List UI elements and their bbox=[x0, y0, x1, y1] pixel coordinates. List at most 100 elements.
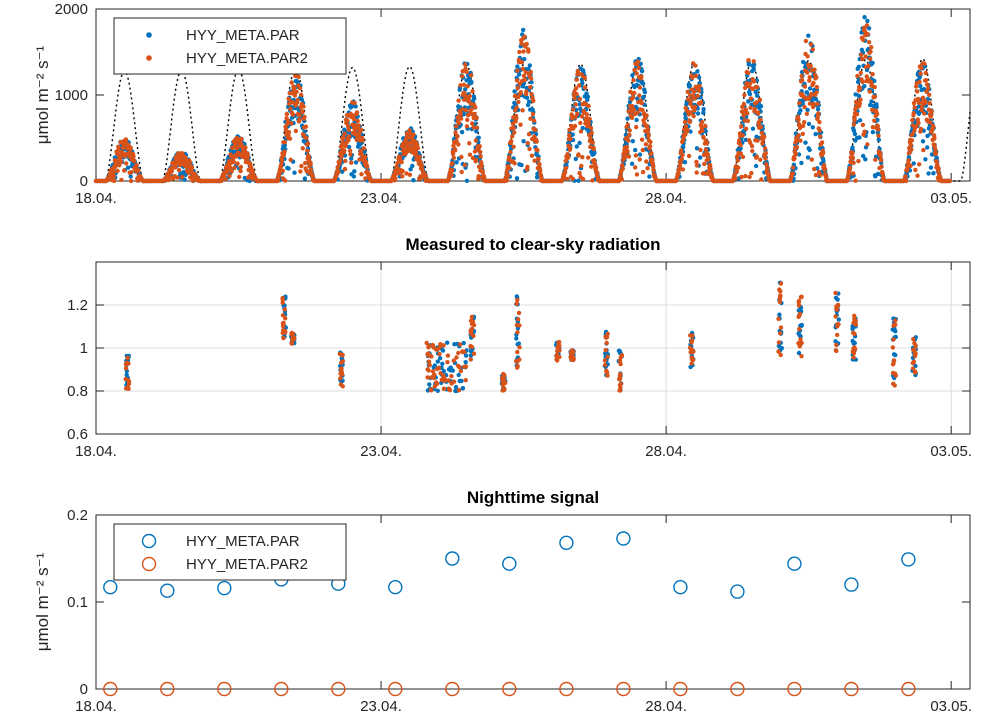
data-point bbox=[410, 163, 415, 169]
data-point bbox=[603, 348, 608, 353]
data-point bbox=[331, 681, 346, 697]
data-point bbox=[459, 169, 464, 175]
data-point bbox=[352, 100, 357, 106]
data-point bbox=[633, 147, 638, 153]
x-tick-label: 28.04. bbox=[645, 698, 687, 715]
data-point bbox=[814, 84, 820, 90]
data-point bbox=[227, 173, 232, 179]
data-point bbox=[856, 64, 861, 70]
data-point bbox=[441, 378, 446, 383]
data-point bbox=[300, 146, 305, 151]
data-point bbox=[695, 111, 701, 116]
data-point bbox=[691, 113, 696, 119]
data-point bbox=[853, 178, 858, 183]
data-point bbox=[342, 131, 347, 136]
data-point bbox=[634, 71, 639, 76]
y-tick-label: 0.8 bbox=[67, 383, 88, 400]
data-point bbox=[869, 45, 874, 50]
data-point bbox=[282, 149, 287, 154]
data-point bbox=[158, 178, 164, 184]
data-point bbox=[907, 150, 912, 155]
data-point bbox=[618, 388, 623, 393]
data-point bbox=[173, 165, 178, 170]
data-point bbox=[925, 133, 930, 139]
data-point bbox=[458, 116, 464, 121]
data-point bbox=[237, 174, 242, 180]
data-point bbox=[359, 127, 364, 133]
data-point bbox=[398, 155, 403, 160]
data-point bbox=[469, 344, 475, 350]
data-point bbox=[514, 105, 519, 110]
data-point bbox=[449, 168, 455, 173]
data-point bbox=[923, 70, 928, 76]
data-point bbox=[453, 384, 459, 390]
data-point bbox=[796, 133, 801, 138]
data-point bbox=[591, 146, 596, 152]
data-point bbox=[180, 174, 185, 180]
data-point bbox=[568, 145, 573, 151]
data-point bbox=[289, 341, 294, 346]
data-point bbox=[630, 73, 635, 78]
data-point bbox=[399, 160, 404, 165]
data-point bbox=[520, 66, 526, 72]
data-point bbox=[776, 349, 781, 354]
data-point bbox=[339, 154, 344, 159]
data-point bbox=[807, 75, 812, 80]
data-point bbox=[807, 147, 812, 153]
data-point bbox=[708, 166, 713, 171]
data-point bbox=[928, 120, 933, 125]
data-point bbox=[528, 85, 533, 90]
data-point bbox=[620, 162, 625, 168]
data-point bbox=[424, 340, 429, 346]
chart-title: Nighttime signal bbox=[467, 488, 599, 507]
data-point bbox=[931, 124, 936, 130]
data-point bbox=[817, 134, 823, 139]
data-point bbox=[759, 177, 764, 182]
data-point bbox=[460, 349, 465, 354]
data-point bbox=[518, 122, 523, 127]
data-point bbox=[586, 121, 592, 126]
data-point bbox=[891, 337, 896, 342]
data-point bbox=[634, 172, 640, 177]
data-point bbox=[308, 162, 313, 167]
data-point bbox=[555, 344, 561, 349]
data-point bbox=[857, 86, 863, 91]
data-point bbox=[358, 148, 363, 154]
data-point bbox=[297, 117, 302, 123]
data-point bbox=[856, 158, 861, 164]
data-point bbox=[690, 349, 695, 354]
data-point bbox=[128, 178, 134, 184]
data-point bbox=[346, 134, 352, 139]
data-point bbox=[855, 79, 861, 85]
data-point bbox=[304, 168, 309, 174]
data-point bbox=[678, 160, 683, 166]
data-point bbox=[918, 71, 923, 76]
data-point bbox=[468, 357, 473, 362]
data-point bbox=[861, 153, 866, 159]
data-point bbox=[528, 116, 533, 121]
data-point bbox=[580, 80, 585, 86]
data-point bbox=[363, 176, 368, 181]
data-point bbox=[445, 353, 451, 358]
data-point bbox=[469, 314, 475, 320]
legend-label: HYY_META.PAR bbox=[186, 27, 300, 44]
data-point bbox=[812, 67, 817, 72]
data-point bbox=[640, 147, 645, 153]
data-point bbox=[878, 153, 883, 159]
data-point bbox=[743, 173, 748, 179]
data-point bbox=[446, 378, 451, 383]
data-point bbox=[919, 66, 924, 71]
data-point bbox=[868, 102, 873, 108]
data-point bbox=[800, 123, 806, 129]
data-point bbox=[126, 386, 131, 391]
data-point bbox=[862, 15, 867, 20]
data-point bbox=[461, 340, 466, 346]
data-point bbox=[515, 349, 520, 355]
data-point bbox=[296, 74, 301, 80]
data-point bbox=[521, 73, 527, 79]
data-point bbox=[297, 85, 303, 91]
data-point bbox=[815, 107, 821, 112]
data-point bbox=[450, 151, 456, 156]
data-point bbox=[863, 54, 868, 59]
data-point bbox=[605, 331, 610, 336]
